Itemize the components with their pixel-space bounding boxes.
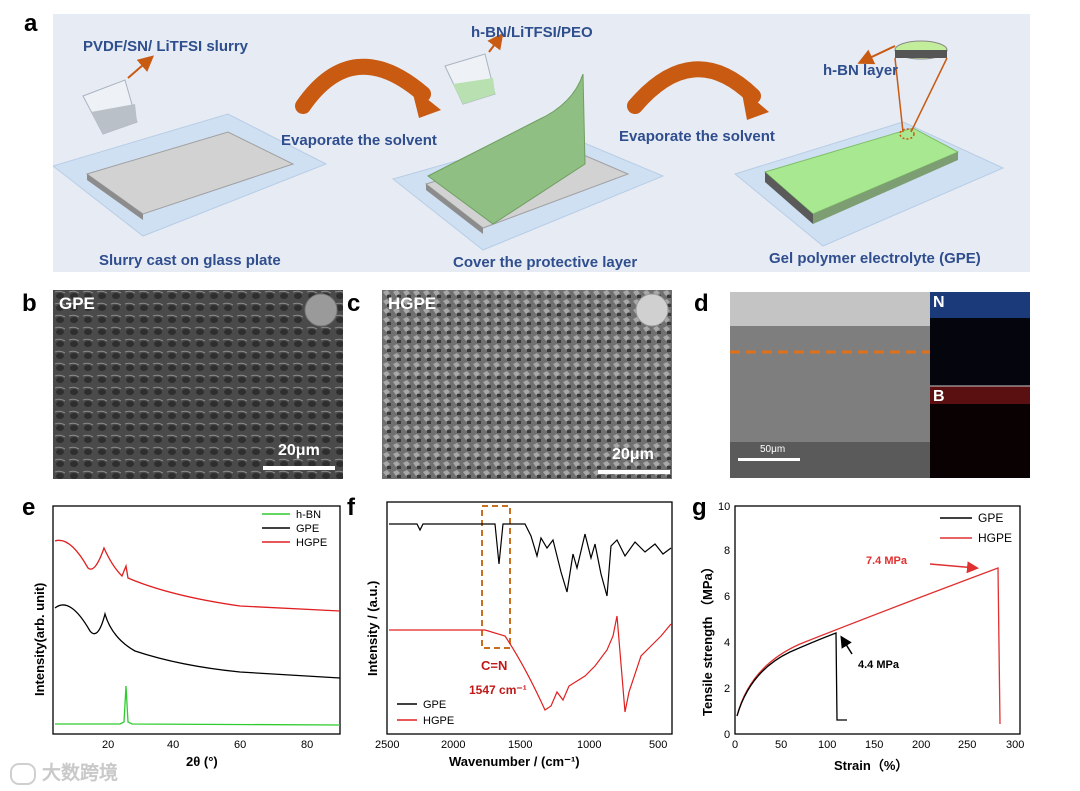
gpe-line <box>736 632 847 721</box>
tick-g-x-2: 50 <box>775 739 787 751</box>
tick-g-y-2: 2 <box>724 683 730 695</box>
hbn-layer-label: h-BN layer <box>823 62 899 79</box>
cross-section-panel: N B 50μm <box>730 292 1030 478</box>
annot-g-gpe: 4.4 MPa <box>858 659 900 671</box>
annot-g-hgpe: 7.4 MPa <box>866 555 908 567</box>
tick-e-x-1: 20 <box>102 739 114 751</box>
tick-g-x-5: 200 <box>912 739 930 751</box>
ylabel-e: Intensity(arb. unit) <box>32 583 47 696</box>
tick-f-x-2: 2000 <box>441 739 465 751</box>
tick-g-y-5: 8 <box>724 545 730 557</box>
coating-label: h-BN/LiTFSI/PEO <box>471 24 593 41</box>
legend-e-hgpe: HGPE <box>296 537 327 549</box>
tick-f-x-4: 1000 <box>577 739 601 751</box>
step2-caption: Cover the protective layer <box>453 254 638 271</box>
schematic-svg <box>53 32 1005 251</box>
curved-arrow-2 <box>627 61 761 114</box>
watermark-logo-icon <box>10 762 36 785</box>
tick-e-x-3: 60 <box>234 739 246 751</box>
hbn-line <box>55 685 341 726</box>
tick-e-x-2: 40 <box>167 739 179 751</box>
step3-caption: Gel polymer electrolyte (GPE) <box>769 250 981 267</box>
legend-e-gpe: GPE <box>296 523 319 535</box>
sem-tag-gpe: GPE <box>59 294 95 313</box>
panel-label-c: c <box>347 290 361 317</box>
tick-g-y-4: 6 <box>724 591 730 603</box>
panel-label-e: e <box>22 494 36 521</box>
xlabel-g: Strain（%） <box>834 758 908 773</box>
scale-bar-b <box>263 466 335 470</box>
chart-g-tensile: GPE HGPE 7.4 MPa 4.4 MPa 0 50 100 150 20… <box>700 501 1024 773</box>
tick-f-x-3: 1500 <box>508 739 532 751</box>
step1-caption: Slurry cast on glass plate <box>99 252 281 269</box>
chart-f-ftir: GPE HGPE 2500 2000 1500 1000 500 C=N 154… <box>365 501 673 769</box>
green-film-peel <box>427 73 586 225</box>
hgpe-line <box>736 567 1001 725</box>
ylabel-f: Intensity / (a.u.) <box>365 581 380 676</box>
gpe-line <box>54 604 341 679</box>
tick-g-y-6: 10 <box>718 501 730 513</box>
slurry-label: PVDF/SN/ LiTFSI slurry <box>83 38 249 55</box>
tick-f-x-1: 2500 <box>375 739 399 751</box>
legend-e-hbn: h-BN <box>296 509 321 521</box>
beaker-2-icon <box>444 32 504 105</box>
arrow2-label: Evaporate the solvent <box>619 128 775 145</box>
tick-g-x-3: 100 <box>818 739 836 751</box>
hgpe-line <box>54 539 341 612</box>
eds-map-b: B <box>933 388 945 405</box>
hgpe-line <box>389 615 672 713</box>
panel-label-f: f <box>347 494 355 521</box>
sem-texture-c <box>382 290 672 479</box>
scale-text-c: 20μm <box>612 446 654 463</box>
cross-section-svg <box>730 292 1030 478</box>
legend-g-hgpe: HGPE <box>978 531 1012 545</box>
annot-f-cn: C=N <box>481 658 507 673</box>
tick-e-x-4: 80 <box>301 739 313 751</box>
scale-bar-d <box>738 458 800 461</box>
panel-label-g: g <box>692 494 707 521</box>
xlabel-e: 2θ (°) <box>186 754 218 769</box>
tick-g-y-3: 4 <box>724 637 730 649</box>
xlabel-f: Wavenumber / (cm⁻¹) <box>449 754 580 769</box>
tick-g-y-1: 0 <box>724 729 730 741</box>
legend-f-hgpe: HGPE <box>423 715 454 727</box>
eds-map-n: N <box>933 294 945 311</box>
legend-f-gpe: GPE <box>423 699 446 711</box>
sem-image-gpe: GPE 20μm <box>53 290 343 479</box>
sem-tag-hgpe: HGPE <box>388 294 437 313</box>
beaker-1-icon <box>82 55 155 135</box>
curved-arrow-1 <box>295 58 431 114</box>
annot-f-wn: 1547 cm⁻¹ <box>469 683 527 697</box>
legend-g-gpe: GPE <box>978 511 1003 525</box>
schematic-panel: PVDF/SN/ LiTFSI slurry h-BN/LiTFSI/PEO h… <box>53 14 1030 272</box>
arrow1-label: Evaporate the solvent <box>281 132 437 149</box>
watermark: 大数跨境 <box>10 758 118 785</box>
gpe-line <box>389 523 672 597</box>
panel-label-a: a <box>24 10 38 37</box>
scale-text-d: 50μm <box>760 444 786 455</box>
chart-e-xrd: 20 40 60 80 h-BN GPE HGPE 2θ (°) Intensi… <box>32 505 341 769</box>
tick-g-x-7: 300 <box>1006 739 1024 751</box>
tick-f-x-5: 500 <box>649 739 667 751</box>
panel-label-b: b <box>22 290 37 317</box>
sem-texture-b <box>53 290 343 479</box>
scale-bar-c <box>598 470 670 474</box>
tick-g-x-1: 0 <box>732 739 738 751</box>
panel-label-d: d <box>694 290 709 317</box>
cn-highlight-box <box>481 505 511 649</box>
sem-image-hgpe: HGPE 20μm <box>382 290 672 479</box>
scale-text-b: 20μm <box>278 442 320 459</box>
tick-g-x-4: 150 <box>865 739 883 751</box>
ylabel-g: Tensile strength （MPa） <box>700 560 715 716</box>
tick-g-x-6: 250 <box>958 739 976 751</box>
